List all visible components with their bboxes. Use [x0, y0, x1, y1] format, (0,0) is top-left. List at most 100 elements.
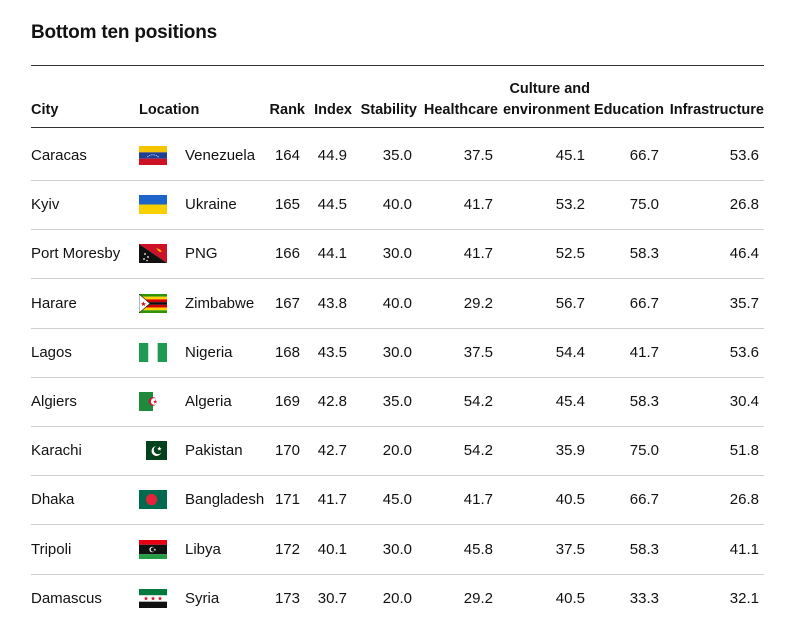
cell-location: Venezuela [185, 147, 256, 164]
cell-infrastructure: 35.7 [729, 294, 759, 312]
cell-infrastructure: 32.1 [729, 589, 759, 607]
table-row: Lagos Nigeria 168 43.5 30.0 37.5 54.4 41.7 53.6 [31, 328, 764, 378]
cell-infrastructure: 46.4 [729, 245, 759, 263]
cell-education: 33.3 [629, 589, 659, 607]
cell-healthcare: 29.2 [463, 589, 493, 607]
png-flag-icon [139, 244, 167, 264]
cell-rank: 170 [274, 442, 300, 460]
table-row: Algiers Algeria 169 42.8 35.0 54.2 45.4 58.3 30… [31, 377, 764, 427]
cell-index: 42.8 [317, 393, 347, 410]
cell-city: Karachi [31, 442, 82, 460]
cell-location: Bangladesh [185, 491, 265, 509]
cell-stability: 45.0 [382, 491, 412, 509]
cell-education: 41.7 [629, 343, 659, 361]
cell-index: 43.8 [317, 294, 347, 312]
cell-location: Zimbabwe [185, 294, 255, 312]
cell-rank: 165 [274, 196, 300, 214]
header-index: Index [314, 102, 352, 118]
cell-location: Ukraine [185, 196, 237, 214]
ukraine-flag-icon [139, 195, 167, 215]
top-rule [31, 65, 764, 66]
cell-infrastructure: 51.8 [729, 442, 759, 460]
table-row: Harare Zimbabwe 167 43.8 40.0 29.2 56.7 66.7 35… [31, 279, 764, 329]
cell-index: 30.7 [317, 589, 347, 607]
cell-rank: 168 [274, 343, 300, 361]
cell-rank: 166 [274, 245, 300, 263]
cell-healthcare: 37.5 [463, 147, 493, 164]
cell-culture: 45.4 [555, 393, 585, 410]
cell-rank: 164 [274, 147, 300, 164]
cell-city: Caracas [31, 147, 87, 164]
cell-index: 41.7 [317, 491, 347, 509]
cell-culture: 54.4 [555, 343, 585, 361]
cell-healthcare: 54.2 [463, 442, 493, 460]
cell-city: Dhaka [31, 491, 75, 509]
cell-education: 66.7 [629, 294, 659, 312]
cell-infrastructure: 26.8 [729, 491, 759, 509]
cell-education: 58.3 [629, 393, 659, 410]
cell-infrastructure: 53.6 [729, 147, 759, 164]
cell-index: 43.5 [317, 343, 347, 361]
cell-culture: 52.5 [555, 245, 585, 263]
cell-stability: 35.0 [382, 393, 412, 410]
cell-location: Pakistan [185, 442, 243, 460]
header-culture-line2: environment [502, 102, 590, 118]
cell-education: 58.3 [629, 245, 659, 263]
cell-culture: 45.1 [555, 147, 585, 164]
cell-culture: 37.5 [555, 540, 585, 558]
header-location: Location [139, 102, 200, 118]
cell-city: Damascus [31, 589, 102, 607]
header-stability: Stability [360, 102, 417, 118]
zimbabwe-flag-icon [139, 293, 167, 313]
cell-rank: 171 [274, 491, 300, 509]
cell-education: 58.3 [629, 540, 659, 558]
cell-index: 44.9 [317, 147, 347, 164]
algeria-flag-icon [139, 392, 167, 411]
cell-culture: 53.2 [555, 196, 585, 214]
page-title: Bottom ten positions [31, 22, 217, 43]
cell-rank: 172 [274, 540, 300, 558]
pakistan-flag-icon [139, 441, 167, 461]
cell-index: 44.5 [317, 196, 347, 214]
cell-location: Algeria [185, 393, 232, 410]
cell-rank: 167 [274, 294, 300, 312]
cell-location: PNG [185, 245, 218, 263]
table-row: Port Moresby PNG 166 44.1 30.0 41.7 52.5 58.3 4… [31, 229, 764, 280]
cell-culture: 40.5 [555, 589, 585, 607]
cell-stability: 40.0 [382, 196, 412, 214]
cell-infrastructure: 30.4 [729, 393, 759, 410]
cell-healthcare: 41.7 [463, 196, 493, 214]
header-rule [31, 127, 764, 128]
table-row: Dhaka Bangladesh 171 41.7 45.0 41.7 40.5 66.7 2… [31, 475, 764, 526]
cell-healthcare: 29.2 [463, 294, 493, 312]
header-healthcare: Healthcare [423, 102, 498, 118]
cell-city: Kyiv [31, 196, 60, 214]
table-row: Kyiv Ukraine 165 44.5 40.0 41.7 53.2 75.0 26.8 [31, 180, 764, 231]
cell-healthcare: 54.2 [463, 393, 493, 410]
cell-city: Tripoli [31, 540, 72, 558]
cell-education: 75.0 [629, 196, 659, 214]
cell-stability: 20.0 [382, 442, 412, 460]
cell-index: 40.1 [317, 540, 347, 558]
cell-education: 75.0 [629, 442, 659, 460]
cell-city: Lagos [31, 343, 72, 361]
cell-rank: 169 [274, 393, 300, 410]
nigeria-flag-icon [139, 342, 167, 362]
cell-education: 66.7 [629, 147, 659, 164]
table-row: Damascus Syria 173 30.7 20.0 29.2 40.5 33.3 32.… [31, 574, 764, 623]
cell-location: Syria [185, 589, 220, 607]
table-row: Tripoli Libya 172 40.1 30.0 45.8 37.5 58.3 41.1 [31, 525, 764, 575]
cell-location: Nigeria [185, 343, 233, 361]
libya-flag-icon [139, 539, 167, 559]
cell-infrastructure: 26.8 [729, 196, 759, 214]
cell-stability: 30.0 [382, 245, 412, 263]
header-infrastructure: Infrastructure [669, 102, 764, 118]
cell-healthcare: 41.7 [463, 491, 493, 509]
cell-stability: 40.0 [382, 294, 412, 312]
header-city: City [31, 102, 59, 118]
cell-infrastructure: 41.1 [729, 540, 759, 558]
cell-city: Port Moresby [31, 245, 121, 263]
cell-stability: 35.0 [382, 147, 412, 164]
cell-infrastructure: 53.6 [729, 343, 759, 361]
cell-culture: 56.7 [555, 294, 585, 312]
